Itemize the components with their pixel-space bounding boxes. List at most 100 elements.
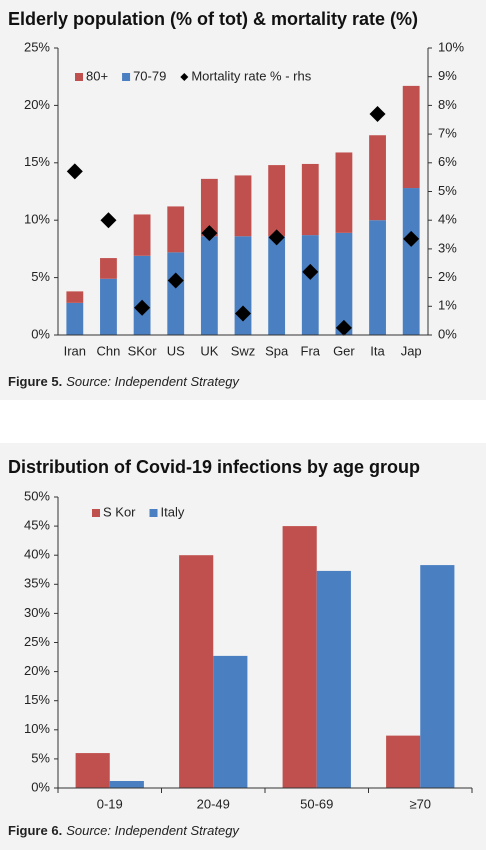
bar-segment [167, 252, 185, 335]
legend-swatch [75, 73, 83, 81]
legend-label: 70-79 [133, 68, 166, 83]
legend-swatch [92, 509, 100, 517]
marker [66, 163, 83, 180]
y-tick-label: 15% [24, 692, 50, 707]
y2-tick-label: 1% [438, 298, 457, 313]
bar-segment [200, 236, 218, 335]
y-tick-label: 10% [24, 212, 50, 227]
marker [403, 230, 420, 247]
x-tick-label: Spa [265, 343, 289, 358]
legend-label: Italy [161, 504, 185, 519]
y-tick-label: 30% [24, 605, 50, 620]
marker [100, 212, 117, 229]
marker [201, 225, 218, 242]
y2-tick-label: 6% [438, 154, 457, 169]
y-tick-label: 35% [24, 576, 50, 591]
marker [335, 319, 352, 336]
x-tick-label: UK [200, 343, 218, 358]
y2-tick-label: 10% [438, 39, 464, 54]
bar [282, 526, 317, 788]
y-tick-label: 15% [24, 154, 50, 169]
y2-tick-label: 5% [438, 183, 457, 198]
bar-segment [66, 302, 84, 335]
caption-label: Figure 5. [8, 374, 62, 389]
legend-swatch [149, 509, 158, 517]
legend-label: 80+ [86, 68, 108, 83]
bar-segment [167, 206, 185, 253]
bar-segment [301, 163, 319, 236]
bar-segment [133, 255, 151, 335]
x-tick-label: 20-49 [197, 796, 230, 811]
marker [302, 263, 319, 280]
y2-tick-label: 3% [438, 240, 457, 255]
bar-segment [100, 258, 117, 279]
legend-label: S Kor [103, 504, 136, 519]
y-tick-label: 5% [31, 750, 50, 765]
x-tick-label: Fra [301, 343, 321, 358]
bar [179, 555, 214, 788]
bar-segment [268, 236, 286, 335]
y-tick-label: 25% [24, 39, 50, 54]
y2-tick-label: 0% [438, 326, 457, 341]
bar [316, 570, 351, 788]
x-tick-label: Iran [64, 343, 86, 358]
x-tick-label: Ita [370, 343, 385, 358]
marker [134, 299, 151, 316]
bar [386, 735, 421, 788]
x-tick-label: SKor [128, 343, 158, 358]
y-tick-label: 20% [24, 663, 50, 678]
panel [0, 443, 486, 850]
legend-swatch [122, 73, 131, 81]
y-tick-label: 25% [24, 634, 50, 649]
marker [369, 106, 386, 123]
caption: Figure 6. Source: Independent Strategy [8, 823, 240, 838]
marker [167, 272, 184, 289]
x-tick-label: Ger [333, 343, 355, 358]
bar-segment [234, 175, 252, 237]
x-tick-label: 50-69 [300, 796, 333, 811]
y-tick-label: 0% [31, 779, 50, 794]
caption-label: Figure 6. [8, 823, 62, 838]
x-tick-label: Swz [231, 343, 256, 358]
x-tick-label: US [167, 343, 185, 358]
bar [75, 753, 110, 788]
marker [235, 305, 251, 322]
y-tick-label: 20% [24, 97, 50, 112]
y2-tick-label: 9% [438, 68, 457, 83]
legend-marker [180, 73, 189, 81]
bar-segment [369, 135, 386, 221]
bar-segment [200, 178, 218, 237]
bar-segment [402, 85, 420, 189]
caption-source: Source: Independent Strategy [66, 823, 240, 838]
y-tick-label: 5% [31, 269, 50, 284]
y2-tick-label: 8% [438, 97, 457, 112]
bar-segment [301, 235, 319, 335]
bar-segment [100, 278, 117, 335]
bar-segment [66, 291, 84, 303]
legend-label: Mortality rate % - rhs [191, 68, 311, 83]
chart-title: Distribution of Covid-19 infections by a… [8, 457, 420, 477]
x-tick-label: 0-19 [97, 796, 123, 811]
y2-tick-label: 2% [438, 269, 457, 284]
x-tick-label: ≥70 [409, 796, 431, 811]
x-tick-label: Jap [401, 343, 422, 358]
y2-tick-label: 4% [438, 212, 457, 227]
bar-segment [335, 232, 353, 335]
bar-segment [369, 220, 386, 335]
bar-segment [402, 188, 420, 335]
caption: Figure 5. Source: Independent Strategy [8, 374, 240, 389]
y-tick-label: 10% [24, 721, 50, 736]
bar-segment [133, 214, 151, 256]
chart-title: Elderly population (% of tot) & mortalit… [8, 9, 418, 29]
bar-segment [268, 165, 286, 237]
y2-tick-label: 7% [438, 126, 457, 141]
y-tick-label: 0% [31, 326, 50, 341]
x-tick-label: Chn [97, 343, 121, 358]
y-tick-label: 45% [24, 518, 50, 533]
y-tick-label: 50% [24, 488, 50, 503]
bar [213, 655, 248, 788]
bar [109, 781, 144, 788]
y-tick-label: 40% [24, 547, 50, 562]
caption-source: Source: Independent Strategy [66, 374, 240, 389]
